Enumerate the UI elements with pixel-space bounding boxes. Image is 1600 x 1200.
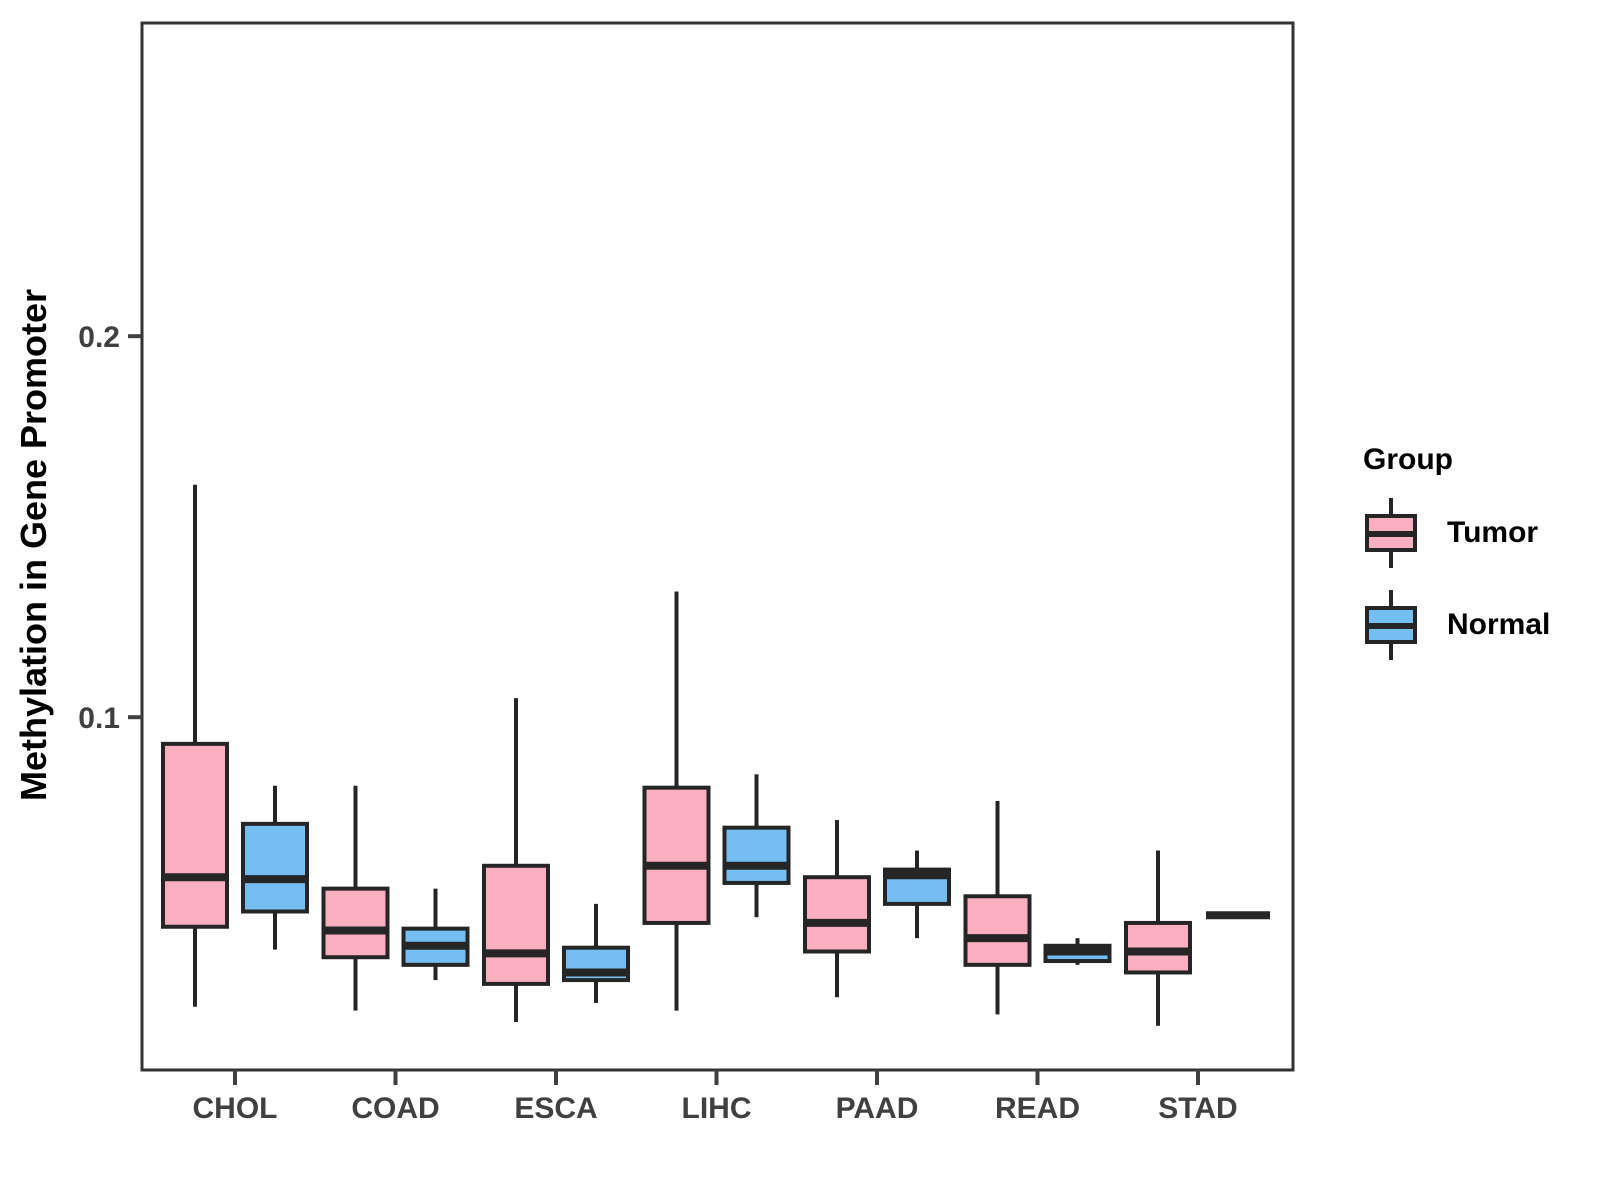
box-tumor-coad <box>321 886 390 960</box>
x-tick-label-coad: COAD <box>351 1092 439 1125</box>
normal-boxplot-key-icon <box>1363 587 1419 663</box>
x-tick-label-lihc: LIHC <box>682 1092 752 1125</box>
legend: Group Tumor Normal <box>1363 443 1550 679</box>
box-normal-lihc <box>722 825 791 885</box>
x-tick-label-esca: ESCA <box>514 1092 597 1125</box>
box-tumor-paad <box>803 875 871 954</box>
box-normal-chol <box>241 821 309 914</box>
y-tick-label: 0.2 <box>78 321 120 354</box>
tumor-boxplot-key-icon <box>1363 495 1419 571</box>
box-tumor-chol <box>161 741 229 929</box>
x-tick-label-read: READ <box>995 1092 1080 1125</box>
x-tick-label-chol: CHOL <box>193 1092 278 1125</box>
x-tick-label-paad: PAAD <box>836 1092 919 1125</box>
box-tumor-read <box>963 894 1032 967</box>
box-tumor-lihc <box>642 785 711 925</box>
legend-item-tumor: Tumor <box>1363 495 1550 571</box>
legend-label-tumor: Tumor <box>1447 516 1539 549</box>
y-tick-label: 0.1 <box>78 702 120 735</box>
legend-label-normal: Normal <box>1447 608 1551 641</box>
legend-item-normal: Normal <box>1363 587 1550 663</box>
box-tumor-esca <box>482 863 550 986</box>
key-median-line <box>1369 623 1413 629</box>
x-tick-label-stad: STAD <box>1158 1092 1237 1125</box>
key-median-line <box>1369 531 1413 537</box>
panel-border <box>140 21 1295 1072</box>
legend-title: Group <box>1363 443 1453 476</box>
